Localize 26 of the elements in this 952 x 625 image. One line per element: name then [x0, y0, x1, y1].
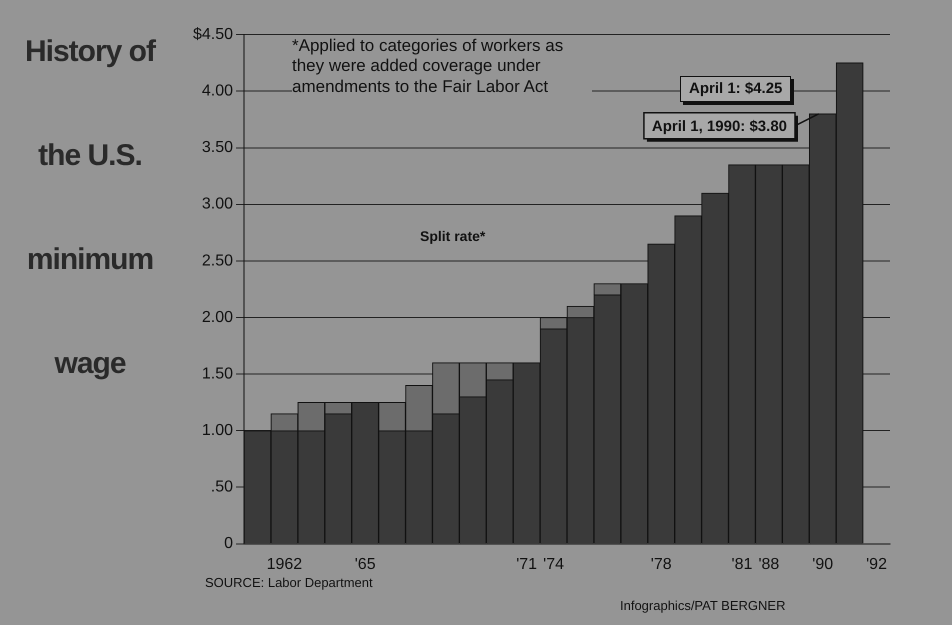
- x-tick-label: '65: [354, 556, 376, 573]
- y-tick-label: 1.50: [202, 365, 234, 382]
- y-tick-label: 4.00: [202, 82, 234, 100]
- annotation: Split rate*: [420, 228, 486, 245]
- x-tick-label: 1962: [266, 556, 302, 573]
- y-tick-label: 2.50: [202, 252, 234, 270]
- y-tick-label: 3.50: [202, 139, 234, 156]
- y-tick-label: 1.00: [202, 422, 234, 440]
- text: Infographics/PAT BERGNER: [620, 598, 786, 614]
- annotation: *Applied to categories of workers as they were added coverage under amendments to the Fair Labor Act: [292, 36, 592, 98]
- annotation: April 1: $4.25: [680, 76, 792, 102]
- x-tick-label: '90: [812, 556, 834, 573]
- x-tick-label: '88: [758, 556, 780, 573]
- y-tick-label: 0: [224, 535, 234, 552]
- source-note: SOURCE: Labor Department: [205, 575, 374, 591]
- annotation: April 1, 1990: $3.80: [652, 118, 788, 135]
- y-tick-label: 3.00: [202, 196, 234, 213]
- y-tick-label: .50: [210, 478, 234, 496]
- y-tick-label: 2.00: [202, 308, 234, 326]
- x-tick-label: '71: [516, 556, 538, 573]
- x-tick-label: '81: [732, 556, 752, 573]
- chart-title: History of the U.S. minimum wage: [24, 35, 155, 380]
- x-tick-label: '74: [543, 556, 564, 573]
- y-tick-label: $4.50: [192, 26, 234, 44]
- x-tick-label: '78: [650, 556, 672, 573]
- x-tick-label: '92: [866, 556, 888, 573]
